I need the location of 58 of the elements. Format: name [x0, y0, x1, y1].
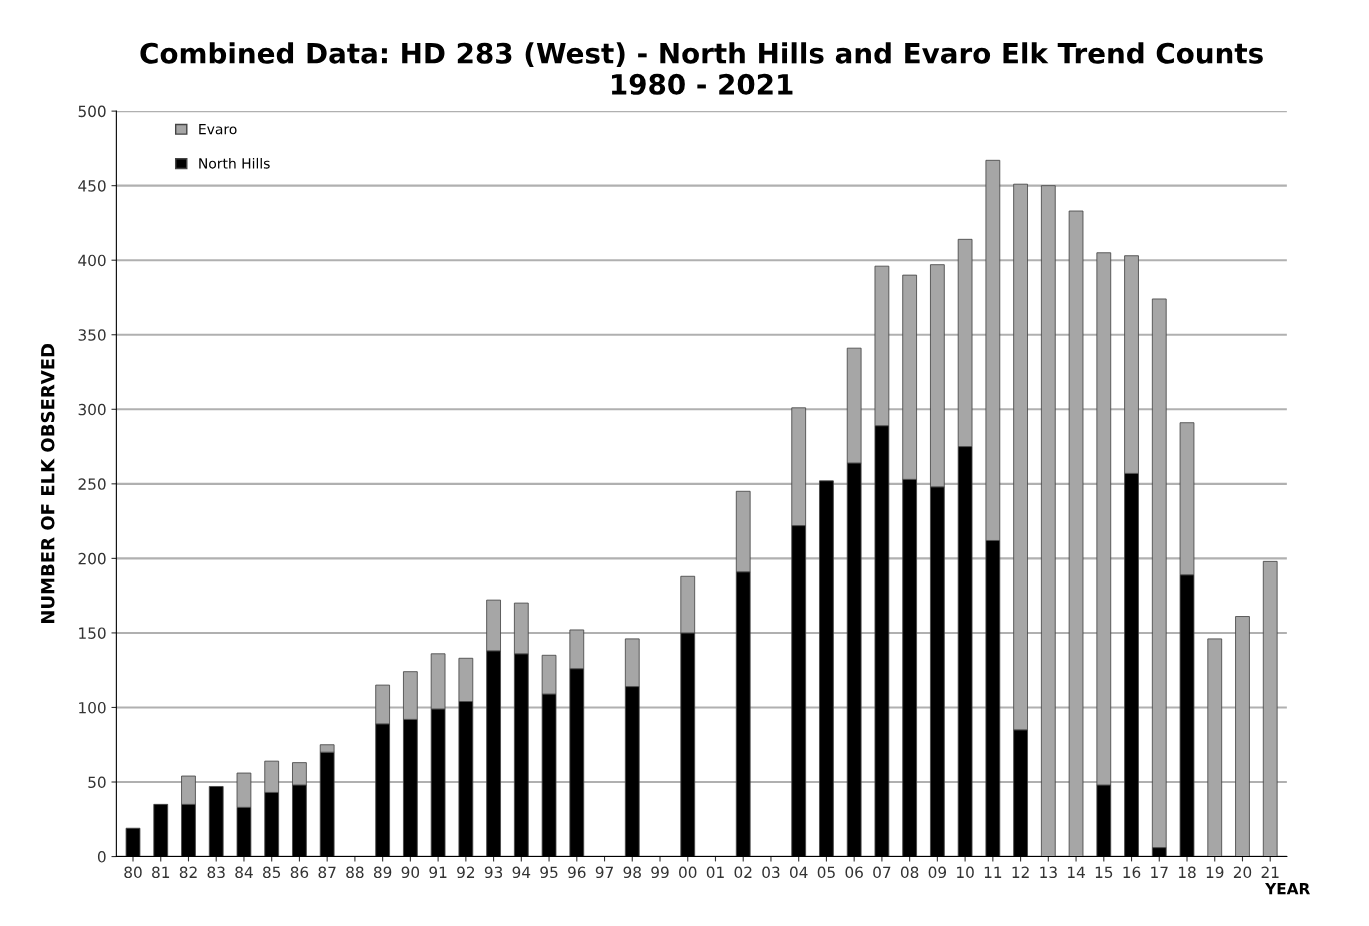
x-tick-label: 98	[623, 866, 641, 879]
x-tick-label: 15	[1095, 866, 1113, 879]
x-tick-label: 08	[900, 866, 919, 879]
y-tick-label: 50	[88, 776, 106, 789]
x-tick-label: 80	[124, 866, 142, 879]
legend-label: North Hills	[199, 157, 270, 169]
x-tick-label: 93	[484, 866, 503, 879]
x-tick-label: 91	[429, 866, 447, 879]
x-tick-label: 19	[1206, 866, 1224, 879]
y-tick-label: 450	[78, 180, 106, 192]
x-tick-label: 89	[373, 866, 392, 879]
x-tick-label: 81	[152, 866, 170, 879]
x-tick-label: 88	[346, 866, 364, 879]
legend-label: Evaro	[199, 124, 237, 135]
y-tick-label: 350	[78, 329, 106, 341]
x-tick-label: 09	[928, 866, 947, 879]
x-tick-label: 87	[318, 866, 336, 879]
x-tick-label: 21	[1261, 866, 1279, 878]
y-tick-label: 100	[79, 701, 106, 714]
x-tick-label: 99	[651, 866, 669, 879]
x-tick-label: 12	[1012, 866, 1029, 878]
chart-title: Combined Data: HD 283 (West) - North Hills and Evaro Elk Trend Counts 1980 - 2021	[140, 42, 1263, 95]
x-tick-label: 94	[512, 866, 531, 879]
x-tick-label: 85	[263, 866, 281, 879]
x-tick-label: 03	[762, 866, 780, 879]
x-tick-label: 10	[957, 866, 974, 879]
y-tick-label: 0	[97, 851, 106, 863]
x-tick-label: 18	[1178, 866, 1196, 879]
x-tick-label: 82	[179, 866, 197, 879]
y-tick-label: 200	[78, 552, 106, 565]
x-tick-label: 11	[984, 866, 1002, 878]
x-tick-label: 97	[595, 866, 613, 879]
y-tick-label: 400	[78, 254, 106, 267]
y-tick-label: 300	[78, 403, 106, 416]
x-tick-label: 14	[1068, 866, 1085, 878]
x-tick-label: 84	[235, 866, 253, 879]
x-tick-label: 83	[207, 866, 225, 879]
x-tick-label: 17	[1151, 866, 1168, 878]
x-tick-label: 05	[817, 866, 835, 879]
y-tick-label: 150	[79, 627, 106, 639]
x-tick-label: 02	[734, 866, 752, 879]
x-tick-label: 95	[540, 866, 558, 879]
x-tick-label: 13	[1040, 866, 1057, 879]
x-tick-label: 16	[1123, 866, 1141, 879]
x-axis-title: YEAR	[1265, 883, 1310, 895]
y-axis-title: NUMBER OF ELK OBSERVED	[40, 343, 55, 624]
x-tick-label: 96	[568, 866, 586, 879]
x-tick-label: 07	[873, 866, 891, 879]
x-tick-label: 92	[457, 866, 475, 879]
x-tick-label: 00	[679, 866, 697, 879]
y-tick-label: 500	[78, 105, 106, 118]
x-tick-label: 86	[290, 866, 309, 879]
x-tick-label: 20	[1233, 866, 1252, 879]
x-tick-label: 06	[845, 866, 863, 879]
x-tick-label: 01	[706, 866, 724, 879]
x-tick-label: 90	[401, 866, 420, 879]
y-tick-label: 250	[78, 478, 106, 490]
x-tick-label: 04	[789, 866, 808, 879]
